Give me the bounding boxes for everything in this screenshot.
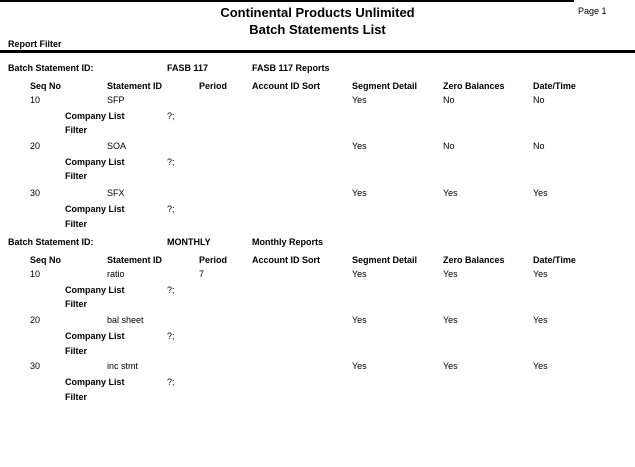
company-list-label: Company List	[65, 204, 125, 214]
company-list-value: ?;	[167, 377, 175, 387]
batch-id-value: MONTHLY	[167, 237, 211, 247]
date-time-value: Yes	[533, 361, 548, 371]
filter-row: Filter	[0, 298, 635, 311]
filter-label: Filter	[65, 125, 88, 135]
company-list-value: ?;	[167, 331, 175, 341]
col-header-zero-balances: Zero Balances	[443, 255, 505, 265]
col-header-zero-balances: Zero Balances	[443, 81, 505, 91]
company-list-row: Company List ?;	[0, 330, 635, 343]
company-list-label: Company List	[65, 377, 125, 387]
filter-row: Filter	[0, 345, 635, 358]
zero-balances-value: Yes	[443, 361, 458, 371]
entry-row: 30 inc stmt Yes Yes Yes	[0, 360, 635, 373]
zero-balances-value: No	[443, 95, 455, 105]
col-header-seq-no: Seq No	[30, 255, 62, 265]
company-list-value: ?;	[167, 157, 175, 167]
col-header-period: Period	[199, 81, 228, 91]
date-time-value: Yes	[533, 188, 548, 198]
statement-id-value: SFP	[107, 95, 125, 105]
entry-row: 30 SFX Yes Yes Yes	[0, 187, 635, 200]
entry-row: 20 bal sheet Yes Yes Yes	[0, 314, 635, 327]
statement-id-value: bal sheet	[107, 315, 144, 325]
col-header-seq-no: Seq No	[30, 81, 62, 91]
seq-no-value: 20	[30, 141, 41, 151]
company-list-row: Company List ?;	[0, 110, 635, 123]
batch-description: Monthly Reports	[252, 237, 323, 247]
batch-statement-id-label: Batch Statement ID:	[8, 237, 94, 247]
company-list-value: ?;	[167, 111, 175, 121]
col-header-date-time: Date/Time	[533, 81, 576, 91]
statement-id-value: SOA	[107, 141, 127, 151]
zero-balances-value: Yes	[443, 315, 458, 325]
statement-id-value: SFX	[107, 188, 125, 198]
period-value: 7	[199, 269, 205, 279]
col-header-statement-id: Statement ID	[107, 81, 163, 91]
filter-row: Filter	[0, 170, 635, 183]
company-list-label: Company List	[65, 285, 125, 295]
batch-statement-id-label: Batch Statement ID:	[8, 63, 94, 73]
date-time-value: Yes	[533, 269, 548, 279]
seq-no-value: 10	[30, 95, 41, 105]
top-rule	[0, 0, 574, 2]
col-header-date-time: Date/Time	[533, 255, 576, 265]
column-header-row: Seq No Statement ID Period Account ID So…	[0, 80, 635, 93]
seq-no-value: 10	[30, 269, 41, 279]
zero-balances-value: No	[443, 141, 455, 151]
col-header-account-id-sort: Account ID Sort	[252, 81, 321, 91]
entry-row: 10 ratio 7 Yes Yes Yes	[0, 268, 635, 281]
col-header-segment-detail: Segment Detail	[352, 81, 418, 91]
statement-id-value: inc stmt	[107, 361, 139, 371]
company-list-row: Company List ?;	[0, 203, 635, 216]
zero-balances-value: Yes	[443, 188, 458, 198]
col-header-period: Period	[199, 255, 228, 265]
filter-label: Filter	[65, 219, 88, 229]
date-time-value: Yes	[533, 315, 548, 325]
column-header-row: Seq No Statement ID Period Account ID So…	[0, 254, 635, 267]
seq-no-value: 30	[30, 361, 41, 371]
date-time-value: No	[533, 95, 545, 105]
batch-id-value: FASB 117	[167, 63, 209, 73]
seq-no-value: 20	[30, 315, 41, 325]
page-number: Page 1	[578, 6, 607, 16]
zero-balances-value: Yes	[443, 269, 458, 279]
filter-label: Filter	[65, 392, 88, 402]
company-list-label: Company List	[65, 157, 125, 167]
segment-detail-value: Yes	[352, 315, 367, 325]
segment-detail-value: Yes	[352, 269, 367, 279]
report-subtitle: Batch Statements List	[249, 22, 386, 37]
filter-row: Filter	[0, 391, 635, 404]
header-rule	[0, 50, 635, 53]
segment-detail-value: Yes	[352, 361, 367, 371]
company-list-row: Company List ?;	[0, 376, 635, 389]
filter-row: Filter	[0, 218, 635, 231]
report-filter-label: Report Filter	[8, 39, 62, 49]
segment-detail-value: Yes	[352, 95, 367, 105]
batch-header-row: Batch Statement ID: FASB 117 FASB 117 Re…	[0, 62, 635, 75]
filter-label: Filter	[65, 299, 88, 309]
batch-header-row: Batch Statement ID: MONTHLY Monthly Repo…	[0, 236, 635, 249]
segment-detail-value: Yes	[352, 141, 367, 151]
date-time-value: No	[533, 141, 545, 151]
company-list-label: Company List	[65, 331, 125, 341]
col-header-statement-id: Statement ID	[107, 255, 163, 265]
batch-description: FASB 117 Reports	[252, 63, 330, 73]
seq-no-value: 30	[30, 188, 41, 198]
filter-label: Filter	[65, 346, 88, 356]
entry-row: 20 SOA Yes No No	[0, 140, 635, 153]
col-header-account-id-sort: Account ID Sort	[252, 255, 321, 265]
company-list-row: Company List ?;	[0, 284, 635, 297]
company-list-row: Company List ?;	[0, 156, 635, 169]
filter-row: Filter	[0, 124, 635, 137]
company-list-label: Company List	[65, 111, 125, 121]
filter-label: Filter	[65, 171, 88, 181]
company-list-value: ?;	[167, 204, 175, 214]
segment-detail-value: Yes	[352, 188, 367, 198]
col-header-segment-detail: Segment Detail	[352, 255, 418, 265]
report-title: Continental Products Unlimited	[220, 5, 415, 20]
statement-id-value: ratio	[107, 269, 125, 279]
company-list-value: ?;	[167, 285, 175, 295]
entry-row: 10 SFP Yes No No	[0, 94, 635, 107]
